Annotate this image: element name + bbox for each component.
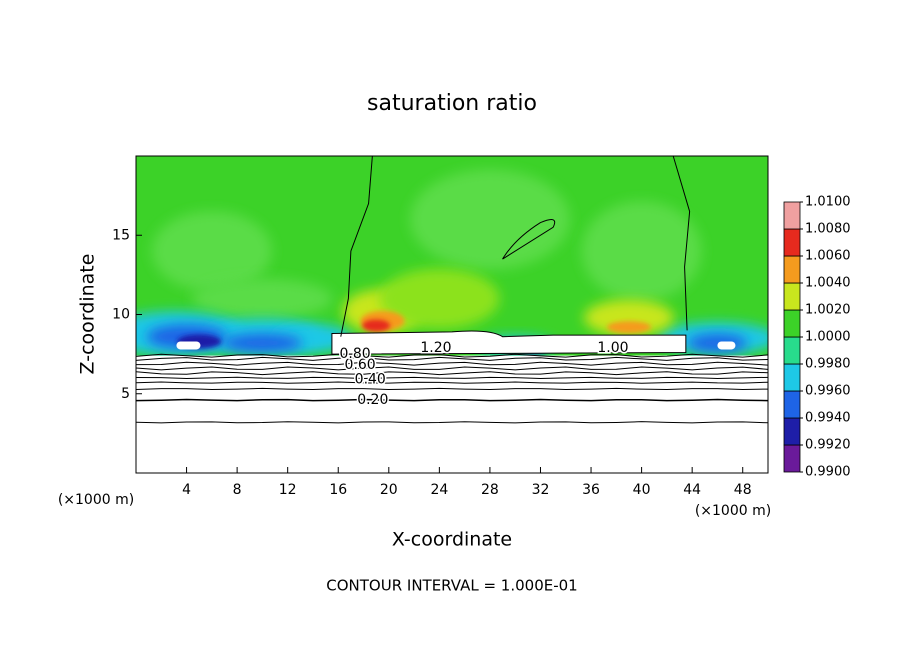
colorbar-label: 1.0060	[805, 249, 851, 264]
x-tick-label: 40	[633, 482, 651, 498]
y-axis-label: Z-coordinate	[77, 254, 99, 375]
x-tick-label: 20	[380, 482, 398, 498]
colorbar-label: 1.0100	[805, 195, 851, 210]
contour-line	[136, 371, 768, 376]
cloud	[331, 330, 687, 355]
contour-line	[136, 376, 768, 379]
field-patch	[222, 334, 303, 353]
contour-label: 0.60	[345, 357, 376, 373]
x-tick-label: 8	[233, 482, 242, 498]
colorbar-label: 0.9900	[805, 465, 851, 480]
colorbar-segment	[783, 417, 801, 446]
contour-line	[340, 156, 373, 337]
colorbar-label: 1.0080	[805, 222, 851, 237]
colorbar-segment	[783, 444, 801, 473]
field-patch	[583, 299, 674, 336]
field-patch	[192, 278, 333, 319]
colorbar-label: 0.9920	[805, 438, 851, 453]
colorbar-segment	[783, 282, 801, 311]
colorbar-segment	[783, 390, 801, 419]
y-tick-label: 10	[112, 307, 130, 323]
field-patch	[151, 211, 272, 292]
cloud-edge	[717, 341, 736, 350]
chart-title: saturation ratio	[367, 91, 537, 116]
colorbar-label: 0.9980	[805, 357, 851, 372]
colorbar-label: 1.0040	[805, 276, 851, 291]
annotation: CONTOUR INTERVAL = 1.000E-01	[326, 577, 577, 595]
contour-line	[502, 219, 556, 260]
colorbar-segment	[783, 228, 801, 257]
x-tick-label: 36	[582, 482, 600, 498]
colorbar-label: 0.9960	[805, 384, 851, 399]
colorbar-segment	[783, 309, 801, 338]
contour-line	[136, 353, 768, 358]
contour-line	[136, 381, 768, 384]
contour-line	[136, 356, 768, 361]
y-tick-label: 15	[112, 227, 130, 243]
colorbar-segment	[783, 201, 801, 230]
field-patch	[362, 319, 391, 332]
contour-line	[136, 366, 768, 371]
x-tick-label: 32	[532, 482, 550, 498]
x-tick-label: 4	[182, 482, 191, 498]
y-tick-label: 5	[121, 386, 130, 402]
colorbar-segment	[783, 363, 801, 392]
field-patch	[606, 321, 651, 334]
field-patch	[379, 268, 500, 329]
field-patch	[581, 201, 702, 302]
x-tick-label: 12	[279, 482, 297, 498]
x-unit: (×1000 m)	[58, 492, 134, 508]
contour-line	[672, 156, 691, 331]
contour-line	[136, 398, 768, 402]
contour-label: 1.20	[420, 340, 451, 356]
cloud-edge	[176, 341, 201, 350]
contour-label: 0.80	[340, 346, 371, 362]
contour-label: 0.20	[357, 392, 388, 408]
x-tick-label: 16	[329, 482, 347, 498]
lower-region	[136, 355, 768, 473]
x-axis-label: X-coordinate	[392, 529, 512, 551]
colorbar-label: 0.9940	[805, 411, 851, 426]
colorbar-label: 1.0020	[805, 303, 851, 318]
field-patch	[409, 169, 570, 270]
contour-line	[136, 361, 768, 366]
contour-label: 1.00	[597, 340, 628, 356]
field-patch	[687, 334, 748, 353]
y-unit: (×1000 m)	[695, 503, 771, 519]
colorbar-segment	[783, 336, 801, 365]
x-tick-label: 28	[481, 482, 499, 498]
x-tick-label: 24	[430, 482, 448, 498]
colorbar-segment	[783, 255, 801, 284]
contour-line	[136, 421, 768, 424]
x-tick-label: 44	[683, 482, 701, 498]
field: 0.20 0.400.600.80 1.00 1.20	[136, 156, 768, 473]
contour-label: 0.40	[355, 371, 386, 387]
contour-line	[136, 387, 768, 391]
colorbar-label: 1.0000	[805, 330, 851, 345]
x-tick-label: 48	[734, 482, 752, 498]
